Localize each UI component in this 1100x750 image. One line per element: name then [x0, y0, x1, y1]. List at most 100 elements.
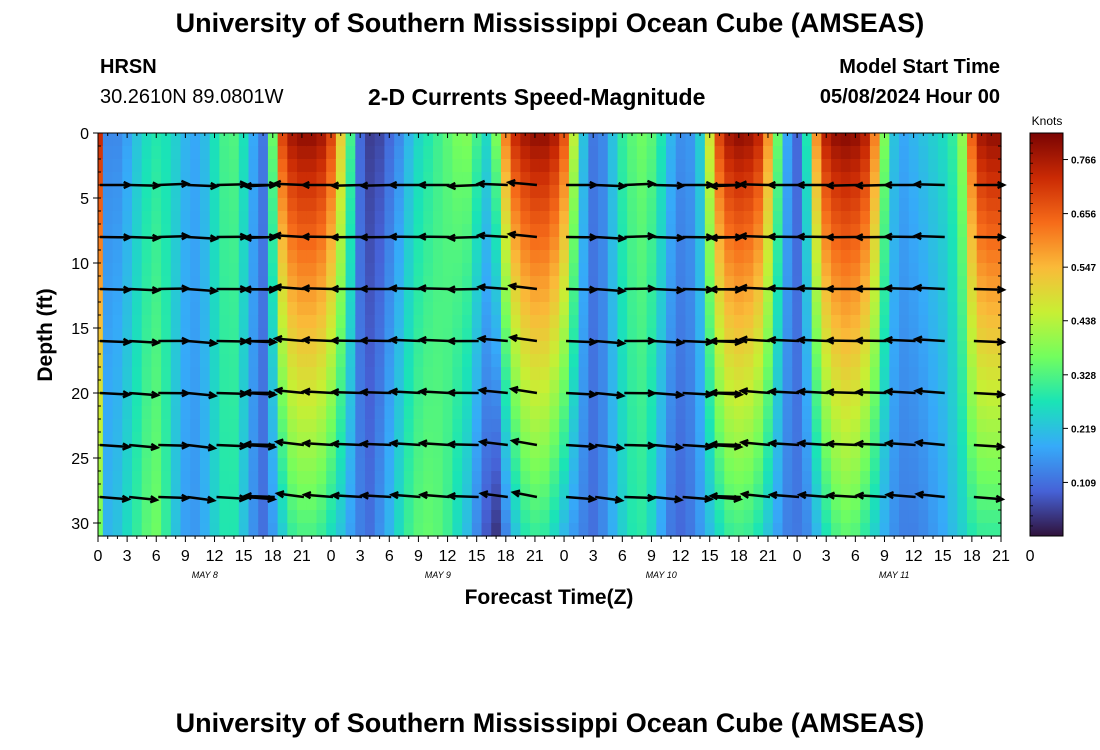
x-tick-label: 15 [235, 548, 253, 565]
heatmap-cell [899, 445, 910, 459]
heatmap-cell [423, 367, 434, 381]
heatmap-cell [510, 419, 521, 433]
heatmap-cell [530, 146, 541, 160]
heatmap-cell [374, 510, 386, 524]
heatmap-cell [258, 328, 269, 342]
heatmap-cell [772, 250, 784, 264]
heatmap-cell [462, 341, 473, 355]
heatmap-cell [918, 237, 929, 251]
heatmap-cell [413, 419, 424, 433]
heatmap-cell [753, 393, 764, 407]
heatmap-cell [423, 224, 434, 238]
heatmap-cell [491, 276, 502, 290]
heatmap-cell [238, 328, 250, 342]
heatmap-cell [666, 458, 677, 472]
heatmap-cell [733, 315, 745, 329]
heatmap-cell [170, 432, 182, 446]
heatmap-cell [937, 276, 949, 290]
vector-shaft [390, 286, 421, 291]
heatmap-cell [520, 393, 531, 407]
vector-shaft [595, 287, 625, 293]
heatmap-cell [170, 146, 182, 160]
heatmap-cell [229, 302, 240, 316]
vector-head [913, 438, 924, 448]
heatmap-cell [704, 172, 716, 186]
heatmap-cell [238, 159, 250, 173]
heatmap-cell [588, 393, 599, 407]
heatmap-cell [685, 484, 696, 498]
vector-shaft [595, 495, 622, 502]
heatmap-cell [666, 471, 677, 485]
heatmap-cell [879, 354, 890, 368]
heatmap-cell [568, 237, 580, 251]
heatmap-cell [355, 432, 366, 446]
heatmap-cell [714, 471, 725, 485]
heatmap-cell [238, 393, 250, 407]
heatmap-cell [840, 445, 852, 459]
heatmap-cell [530, 133, 541, 147]
heatmap-cell [811, 367, 822, 381]
heatmap-cell [763, 445, 774, 459]
vector-shaft [916, 441, 945, 447]
heatmap-cell [219, 133, 230, 147]
heatmap-cell [617, 172, 628, 186]
heatmap-cell [258, 510, 269, 524]
heatmap-cell [491, 432, 502, 446]
heatmap-cell [326, 198, 337, 212]
heatmap-cell [840, 341, 852, 355]
vector-shaft [332, 183, 363, 187]
x-tick-label: 0 [560, 548, 569, 565]
heatmap-cell [102, 432, 114, 446]
heatmap-cell [549, 406, 560, 420]
heatmap-cell [219, 146, 230, 160]
heatmap-cell [743, 354, 754, 368]
heatmap-cell [238, 458, 250, 472]
heatmap-cell [345, 380, 356, 394]
heatmap-cell [704, 523, 716, 537]
heatmap-cell [180, 471, 191, 485]
heatmap-cell [889, 302, 900, 316]
heatmap-cell [947, 289, 958, 303]
heatmap-cell [209, 302, 220, 316]
heatmap-cell [568, 445, 580, 459]
heatmap-cell [860, 445, 871, 459]
heatmap-cell [869, 133, 881, 147]
heatmap-cell [549, 224, 560, 238]
heatmap-cell [860, 315, 871, 329]
heatmap-cell [306, 133, 318, 147]
heatmap-cell [190, 484, 201, 498]
heatmap-cell [539, 185, 551, 199]
heatmap-cell [976, 198, 988, 212]
heatmap-cell [908, 419, 920, 433]
heatmap-cell [986, 172, 997, 186]
heatmap-cell [996, 432, 1002, 446]
heatmap-cell [500, 315, 512, 329]
heatmap-cell [598, 380, 609, 394]
heatmap-cell [267, 523, 279, 537]
heatmap-cell [724, 354, 735, 368]
heatmap-cell [889, 198, 900, 212]
heatmap-cell [811, 523, 822, 537]
heatmap-cell [947, 380, 958, 394]
heatmap-cell [161, 523, 172, 537]
heatmap-cell [365, 471, 376, 485]
heatmap-cell [617, 289, 628, 303]
vector-shaft [99, 391, 130, 396]
heatmap-cell [316, 146, 327, 160]
heatmap-cell [937, 341, 949, 355]
heatmap-cell [831, 237, 842, 251]
heatmap-cell [656, 328, 667, 342]
heatmap-cell [267, 198, 279, 212]
heatmap-cell [335, 302, 347, 316]
heatmap-cell [471, 484, 483, 498]
heatmap-cell [559, 224, 570, 238]
heatmap-cell [500, 484, 512, 498]
heatmap-cell [297, 380, 308, 394]
heatmap-cell [394, 289, 405, 303]
vector-shaft [857, 494, 887, 499]
heatmap-cell [481, 237, 492, 251]
heatmap-cell [462, 458, 473, 472]
heatmap-cell [986, 406, 997, 420]
heatmap-cell [831, 302, 842, 316]
heatmap-cell [967, 224, 978, 238]
